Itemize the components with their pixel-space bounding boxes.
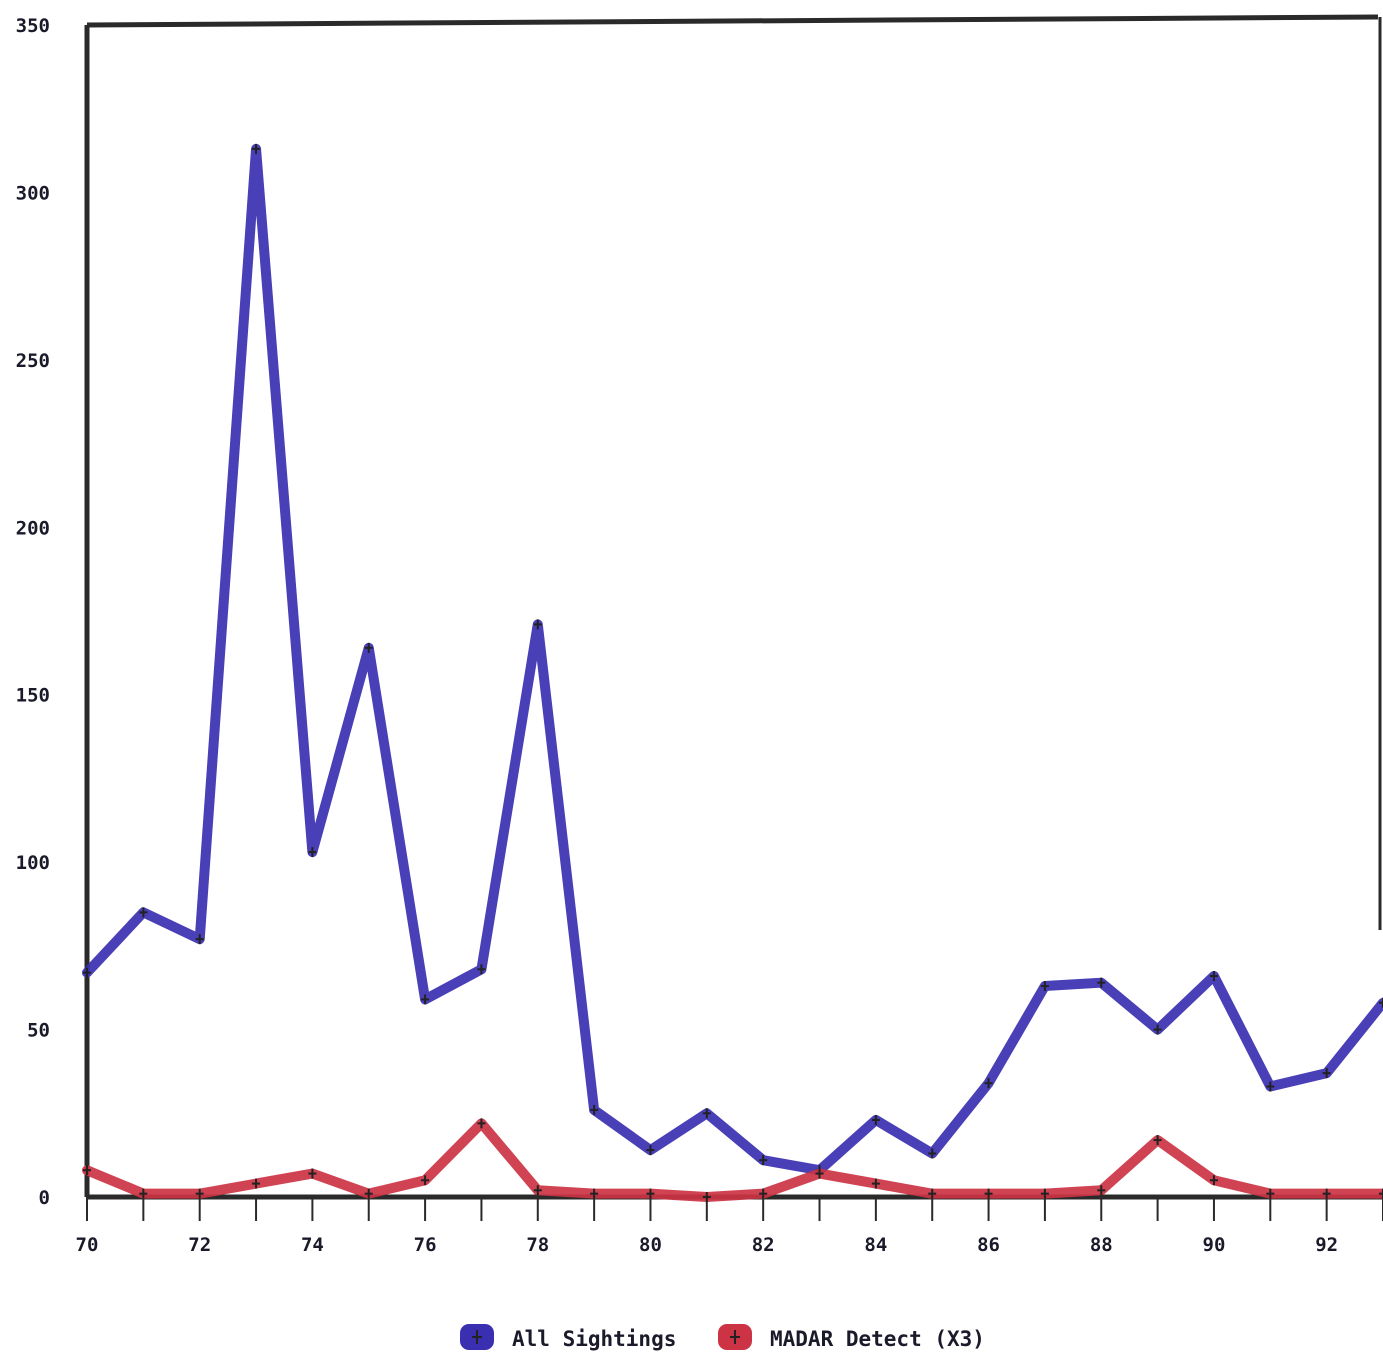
- y-tick-label: 300: [16, 182, 50, 204]
- x-tick-label: 78: [526, 1234, 549, 1256]
- data-point: [1040, 981, 1049, 992]
- plot-frame: [84, 14, 1383, 1200]
- x-tick-label: 76: [414, 1234, 437, 1256]
- data-point: [1209, 1175, 1218, 1186]
- data-point: [1153, 1135, 1162, 1146]
- data-point: [1379, 997, 1383, 1008]
- data-point: [815, 1168, 824, 1179]
- data-point: [871, 1114, 880, 1125]
- data-point: [308, 847, 317, 858]
- data-point: [1322, 1068, 1331, 1079]
- data-point: [1322, 1188, 1331, 1199]
- data-point: [1266, 1188, 1275, 1199]
- data-point: [477, 1118, 486, 1129]
- data-point: [984, 1188, 993, 1199]
- data-point: [928, 1148, 937, 1159]
- x-tick-label: 84: [864, 1234, 887, 1256]
- legend-item: All Sightings: [460, 1324, 676, 1351]
- data-point: [590, 1104, 599, 1115]
- data-point: [308, 1168, 317, 1179]
- x-tick-label: 82: [752, 1234, 775, 1256]
- y-tick-label: 150: [16, 685, 50, 707]
- x-axis: 70 72 74 76 78 80 82 84 86 88 90 92: [76, 1197, 1383, 1256]
- data-point: [1266, 1081, 1275, 1092]
- data-point: [139, 907, 148, 918]
- data-point: [252, 1178, 261, 1189]
- y-axis: 0 50 100 150 200 250 300 350: [16, 15, 50, 1209]
- data-point: [1097, 1185, 1106, 1196]
- data-point: [702, 1108, 711, 1119]
- data-point: [533, 1185, 542, 1196]
- data-point: [83, 967, 91, 978]
- data-point: [195, 1188, 204, 1199]
- y-tick-label: 0: [39, 1187, 50, 1209]
- data-point: [1379, 1188, 1383, 1199]
- x-tick-label: 74: [301, 1234, 324, 1256]
- data-point: [477, 964, 486, 975]
- data-point: [533, 619, 542, 630]
- data-point: [1153, 1024, 1162, 1035]
- data-point: [1040, 1188, 1049, 1199]
- x-tick-label: 86: [977, 1234, 1000, 1256]
- data-point: [421, 1175, 430, 1186]
- data-point: [759, 1155, 768, 1166]
- series-line-1: [82, 1118, 1383, 1202]
- data-point: [590, 1188, 599, 1199]
- y-tick-label: 100: [16, 852, 50, 874]
- data-point: [195, 934, 204, 945]
- data-point: [364, 642, 373, 653]
- series-line-0: [82, 143, 1383, 1176]
- x-tick-label: 90: [1203, 1234, 1226, 1256]
- y-tick-label: 50: [27, 1020, 50, 1042]
- x-tick-label: 70: [76, 1234, 99, 1256]
- top-border-line: [86, 14, 1379, 28]
- x-tick-label: 72: [188, 1234, 211, 1256]
- legend-item: MADAR Detect (X3): [718, 1324, 985, 1351]
- data-point: [646, 1188, 655, 1199]
- data-point: [139, 1188, 148, 1199]
- data-point: [83, 1165, 91, 1176]
- data-point: [1209, 970, 1218, 981]
- data-point: [364, 1188, 373, 1199]
- data-point: [252, 143, 261, 154]
- legend-label: MADAR Detect (X3): [770, 1327, 985, 1351]
- x-tick-label: 88: [1090, 1234, 1113, 1256]
- x-tick-label: 92: [1315, 1234, 1338, 1256]
- legend: All Sightings MADAR Detect (X3): [460, 1324, 985, 1351]
- x-tick-label: 80: [639, 1234, 662, 1256]
- data-point: [702, 1192, 711, 1202]
- y-tick-label: 350: [16, 15, 50, 37]
- data-point: [928, 1188, 937, 1199]
- data-point: [421, 994, 430, 1005]
- data-point: [646, 1145, 655, 1156]
- series-layer: [82, 143, 1383, 1202]
- legend-label: All Sightings: [512, 1327, 676, 1351]
- y-tick-label: 200: [16, 517, 50, 539]
- y-tick-label: 250: [16, 350, 50, 372]
- data-point: [759, 1188, 768, 1199]
- data-point: [1097, 977, 1106, 988]
- data-point: [984, 1078, 993, 1089]
- data-point: [871, 1178, 880, 1189]
